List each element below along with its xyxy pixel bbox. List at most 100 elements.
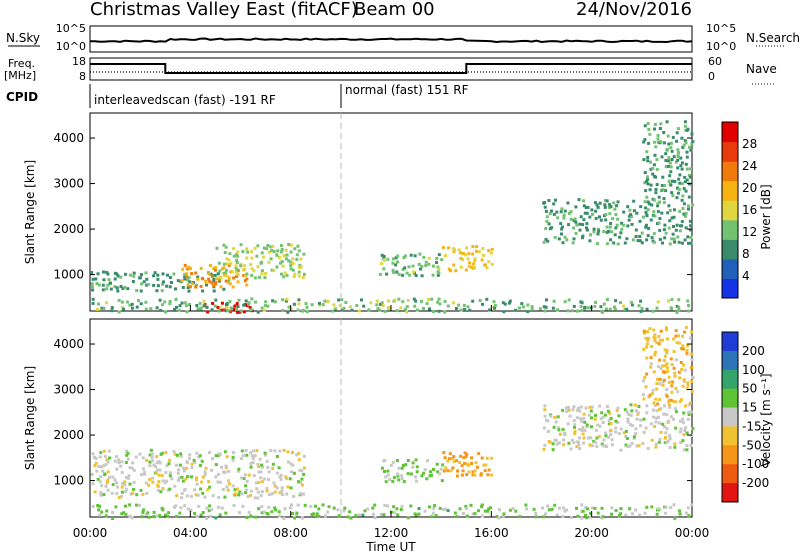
range-gate-cell [572,405,576,409]
range-gate-cell [625,410,629,414]
range-gate-cell [630,441,634,445]
range-gate-cell [380,513,384,516]
range-gate-cell [360,298,363,302]
range-gate-cell [669,506,673,509]
range-gate-cell [297,302,301,306]
range-gate-cell [208,504,212,508]
range-gate-cell [543,205,547,209]
range-gate-cell [225,302,229,305]
colorbar-swatch [722,180,738,201]
range-gate-cell [447,267,451,271]
range-gate-cell [212,267,216,271]
range-gate-cell [277,510,281,514]
range-gate-cell [138,276,142,280]
range-gate-cell [567,298,571,302]
range-gate-cell [688,219,692,223]
range-gate-cell [674,358,678,362]
range-gate-cell [681,363,685,367]
range-gate-cell [553,503,557,507]
range-gate-cell [666,366,669,370]
range-gate-cell [575,223,579,227]
colorbar-swatch [722,278,738,299]
range-gate-cell [568,414,572,418]
range-gate-cell [99,451,103,455]
range-gate-cell [662,359,666,362]
range-gate-cell [562,213,566,217]
range-gate-cell [243,264,247,268]
range-gate-cell [465,473,469,476]
range-gate-cell [661,380,665,384]
range-gate-cell [673,208,676,212]
range-gate-cell [646,234,650,238]
range-gate-cell [651,172,655,176]
range-gate-cell [640,241,644,245]
range-gate-cell [624,429,628,433]
range-gate-cell [273,300,277,304]
range-gate-cell [190,272,194,276]
range-gate-cell [656,204,660,208]
range-gate-cell [472,262,476,266]
range-gate-cell [634,508,637,512]
range-gate-cell [373,503,377,507]
range-gate-cell [541,506,545,510]
range-gate-cell [124,512,128,516]
range-gate-cell [690,132,694,136]
range-gate-cell [128,303,132,307]
range-gate-cell [645,411,649,415]
range-gate-cell [563,235,567,239]
range-gate-cell [395,507,399,511]
range-gate-cell [187,289,191,293]
range-gate-cell [142,470,146,474]
range-gate-cell [609,222,613,225]
range-gate-cell [212,279,216,283]
range-gate-cell [688,228,692,232]
range-gate-cell [244,491,248,494]
range-gate-cell [130,466,134,470]
range-gate-cell [399,508,403,511]
range-gate-cell [572,441,576,444]
range-gate-cell [148,478,152,481]
range-gate-cell [601,515,605,519]
range-gate-cell [607,229,611,233]
range-gate-cell [265,486,269,490]
range-gate-cell [687,304,690,307]
range-gate-cell [144,513,148,517]
range-gate-cell [395,309,399,313]
range-gate-cell [464,455,468,459]
range-gate-cell [121,482,124,486]
range-gate-cell [267,477,270,481]
range-gate-cell [115,467,119,471]
range-gate-cell [213,266,217,270]
range-gate-cell [243,303,247,307]
range-gate-cell [251,457,255,460]
range-gate-cell [595,444,599,448]
range-gate-cell [495,515,499,519]
range-gate-cell [643,138,647,142]
range-gate-cell [426,298,430,301]
range-gate-cell [405,271,409,275]
range-gate-cell [471,473,475,477]
range-gate-cell [582,412,586,416]
range-gate-cell [397,466,401,470]
range-gate-cell [144,481,148,485]
range-gate-cell [455,474,459,478]
range-gate-cell [197,504,201,508]
y-tick-label: 2000 [53,428,84,442]
range-gate-cell [235,308,238,311]
range-gate-cell [283,271,287,275]
range-gate-cell [400,474,404,478]
range-gate-cell [289,486,293,490]
range-gate-cell [689,148,693,152]
range-gate-cell [282,254,286,258]
range-gate-cell [465,452,469,456]
range-gate-cell [386,257,390,261]
range-gate-cell [623,308,627,311]
y-tick-label: 1000 [53,474,84,488]
range-gate-cell [173,452,177,456]
range-gate-cell [669,357,673,361]
range-gate-cell [487,468,491,472]
range-gate-cell [478,298,482,302]
range-gate-cell [624,434,628,438]
range-gate-cell [263,477,266,481]
